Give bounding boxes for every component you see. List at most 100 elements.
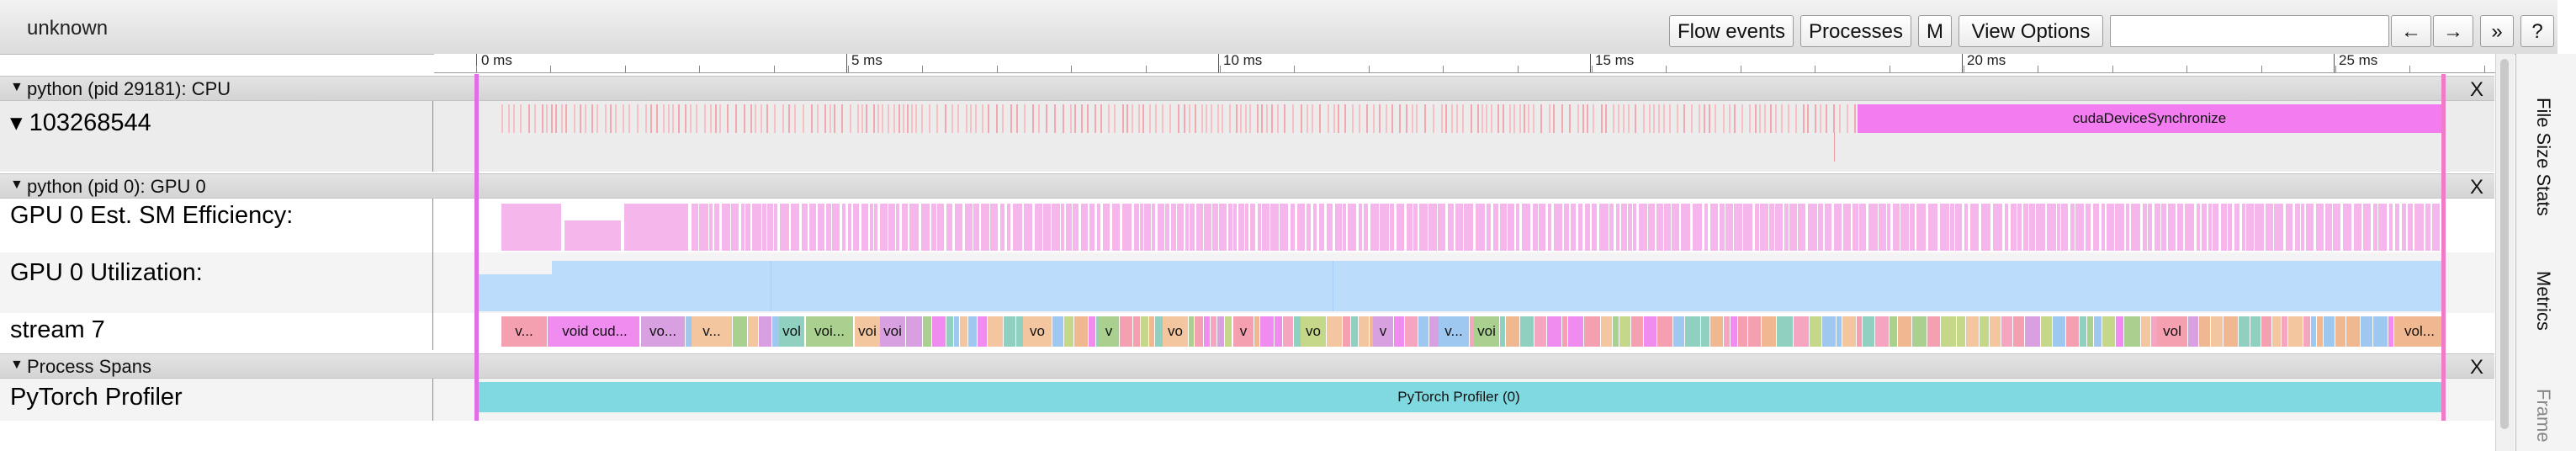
cpu-slice[interactable] [561,104,563,133]
cpu-slice[interactable] [898,104,900,133]
cpu-slice[interactable] [1108,104,1110,133]
process-header-gpu[interactable]: ▼ python (pid 0): GPU 0 X [0,173,2494,199]
cpu-slice[interactable] [574,104,575,133]
kernel-slice[interactable] [2041,316,2052,347]
kernel-slice[interactable] [2094,316,2102,347]
kernel-slice[interactable]: v [1373,316,1393,347]
kernel-slice[interactable] [1394,316,1404,347]
cpu-slice[interactable] [1424,104,1426,133]
cpu-slice[interactable] [605,104,607,133]
cpu-slice[interactable] [873,104,875,133]
kernel-slice[interactable] [2324,316,2335,347]
kernel-slice[interactable] [2116,316,2123,347]
cpu-slice[interactable] [1074,104,1076,133]
kernel-slice[interactable] [2272,316,2281,347]
cpu-slice[interactable] [988,104,989,133]
process-header-spans[interactable]: ▼ Process Spans X [0,353,2494,379]
kernel-slice[interactable] [1863,316,1874,347]
kernel-slice[interactable] [988,316,1003,347]
cpu-slice[interactable] [1002,104,1004,133]
cpu-slice[interactable] [1677,104,1678,133]
cpu-slice[interactable] [1764,104,1766,133]
kernel-slice[interactable] [1429,316,1439,347]
cpu-slice[interactable] [542,104,543,133]
cpu-slice[interactable] [1618,104,1619,133]
selection-end-marker[interactable] [2441,74,2446,421]
cpu-slice[interactable] [696,104,697,133]
cpu-slice[interactable] [850,104,851,133]
kernel-slice[interactable] [2124,316,2140,347]
kernel-slice[interactable] [1470,316,1474,347]
cpu-slice[interactable] [1162,104,1163,133]
cpu-slice[interactable] [774,104,776,133]
cpu-slice[interactable] [520,104,522,133]
kernel-slice[interactable] [1074,316,1088,347]
cpu-slice[interactable] [1406,104,1407,133]
cpu-slice[interactable] [1669,104,1671,133]
kernel-slice[interactable] [1351,316,1358,347]
tab-metrics[interactable]: Metrics [2533,271,2554,331]
cpu-slice[interactable] [591,104,593,133]
cpu-slice[interactable] [830,104,831,133]
kernel-slice[interactable]: v [1233,316,1254,347]
kernel-slice[interactable] [2087,316,2093,347]
cpu-slice[interactable] [1338,104,1339,133]
utilization-counter[interactable] [476,256,2441,311]
cpu-slice[interactable] [1854,104,1856,133]
kernel-slice[interactable] [1927,316,1940,347]
cpu-slice[interactable] [750,104,752,133]
cpu-slice[interactable] [1122,104,1124,133]
pytorch-profiler-track[interactable]: PyTorch Profiler PyTorch Profiler (0) [0,379,2494,421]
kernel-slice[interactable]: voi [880,316,905,347]
cpu-slice[interactable] [1456,104,1458,133]
cpu-slice[interactable] [690,104,692,133]
cpu-slice[interactable] [1284,104,1285,133]
cpu-slice[interactable] [1770,104,1772,133]
cpu-slice[interactable] [1261,104,1263,133]
kernel-slice[interactable] [1957,316,1965,347]
collapse-triangle-icon[interactable]: ▼ [10,358,24,372]
cpu-slice[interactable] [957,104,959,133]
cpu-slice[interactable] [1416,104,1418,133]
cpu-slice[interactable] [1759,104,1761,133]
more-icon[interactable]: » [2480,15,2514,47]
cpu-slice[interactable] [970,104,972,133]
cpu-slice[interactable] [1775,104,1777,133]
cpu-slice[interactable] [1528,104,1529,133]
cpu-slice[interactable] [1471,104,1472,133]
cpu-slice[interactable] [1833,104,1835,133]
kernel-slice[interactable] [954,316,959,347]
cpu-slice[interactable] [1553,104,1555,133]
kernel-slice[interactable]: voi... [806,316,853,347]
cpu-slice[interactable] [1826,104,1827,133]
cpu-slice[interactable] [982,104,983,133]
kernel-slice[interactable] [1644,316,1656,347]
kernel-slice[interactable] [1980,316,1989,347]
kernel-slice[interactable] [2346,316,2360,347]
stream-7-track[interactable]: stream 7 v... void cud... vo... v... vol voi.… [0,313,2494,350]
cpu-slice[interactable] [1749,104,1751,133]
kernel-slice[interactable] [2224,316,2238,347]
kernel-slice[interactable] [1857,316,1862,347]
kernel-slice[interactable]: voi [1474,316,1499,347]
kernel-slice[interactable] [1405,316,1418,347]
collapse-triangle-icon[interactable]: ▼ [10,80,24,94]
kernel-slice[interactable] [733,316,747,347]
cpu-slice[interactable] [888,104,889,133]
cpu-slice[interactable] [1070,104,1072,133]
cpu-slice[interactable] [1249,104,1251,133]
cpu-slice[interactable] [1577,104,1579,133]
cpu-slice[interactable] [1155,104,1157,133]
close-icon[interactable]: X [2470,176,2484,199]
collapse-triangle-icon[interactable]: ▼ [10,178,24,192]
kernel-slice[interactable] [2053,316,2065,347]
kernel-slice[interactable] [1260,316,1274,347]
cpu-slice[interactable] [1206,104,1207,133]
cpu-slice[interactable] [656,104,658,133]
cpu-slice[interactable] [672,104,674,133]
cpu-slice[interactable] [817,104,819,133]
cpu-small-slice[interactable] [1834,133,1835,162]
cpu-slice[interactable] [1292,104,1294,133]
cpu-slice[interactable] [1100,104,1102,133]
kernel-slice[interactable] [1710,316,1723,347]
